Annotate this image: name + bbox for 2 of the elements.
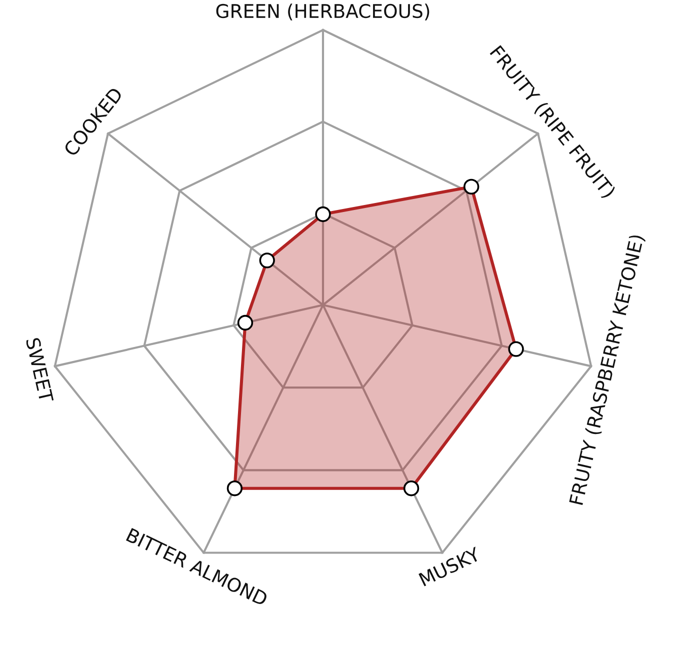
spoke-label: SWEET <box>26 337 54 404</box>
spoke-label: GREEN (HERBACEOUS) <box>216 4 430 20</box>
